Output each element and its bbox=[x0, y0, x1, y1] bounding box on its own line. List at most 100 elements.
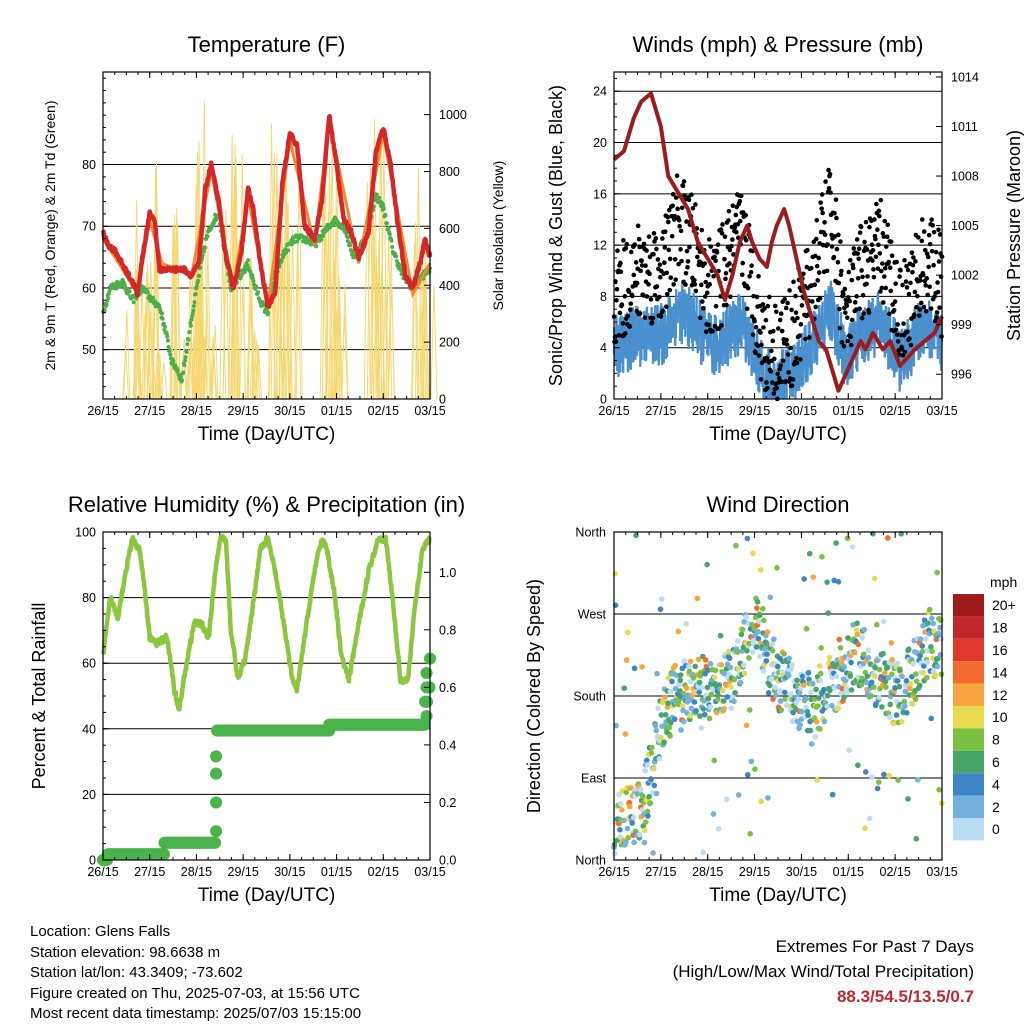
gust-point bbox=[626, 314, 631, 319]
direction-point bbox=[747, 707, 753, 713]
gust-point bbox=[674, 195, 679, 200]
gust-point bbox=[764, 318, 769, 323]
gust-point bbox=[825, 269, 830, 274]
dewpoint-point bbox=[190, 318, 194, 322]
x-tick-label: 02/15 bbox=[368, 404, 399, 418]
direction-point bbox=[919, 643, 925, 649]
precip-point bbox=[421, 667, 433, 679]
gust-point bbox=[727, 261, 732, 266]
direction-point bbox=[650, 850, 656, 856]
direction-point bbox=[871, 684, 877, 690]
y-tick-label: 8 bbox=[600, 290, 607, 304]
gust-point bbox=[767, 295, 772, 300]
gust-point bbox=[665, 292, 670, 297]
direction-point bbox=[707, 716, 713, 722]
gust-point bbox=[691, 206, 696, 211]
direction-point bbox=[693, 708, 699, 714]
gust-point bbox=[618, 311, 623, 316]
direction-point bbox=[631, 815, 637, 821]
direction-point bbox=[653, 728, 659, 734]
direction-point bbox=[936, 787, 942, 793]
gust-point bbox=[842, 344, 847, 349]
gust-point bbox=[893, 299, 898, 304]
gust-point bbox=[883, 266, 888, 271]
direction-point bbox=[684, 686, 690, 692]
dewpoint-point bbox=[256, 290, 260, 294]
direction-point bbox=[894, 712, 900, 718]
direction-point bbox=[885, 535, 891, 541]
direction-point bbox=[766, 690, 772, 696]
gust-point bbox=[865, 274, 870, 279]
direction-point bbox=[688, 659, 694, 665]
y-tick-label: East bbox=[581, 772, 607, 786]
y-tick-label: 24 bbox=[593, 85, 607, 99]
gust-point bbox=[618, 261, 623, 266]
gust-point bbox=[706, 273, 711, 278]
direction-point bbox=[750, 649, 756, 655]
direction-point bbox=[804, 626, 810, 632]
gust-point bbox=[793, 294, 798, 299]
precip-series bbox=[97, 653, 436, 866]
gust-point bbox=[913, 259, 918, 264]
direction-point bbox=[808, 728, 814, 734]
gust-point bbox=[888, 289, 893, 294]
gust-point bbox=[860, 275, 865, 280]
gust-point bbox=[775, 372, 780, 377]
precip-point bbox=[210, 768, 222, 780]
legend-label: 12 bbox=[992, 687, 1008, 703]
direction-point bbox=[740, 627, 746, 633]
gust-point bbox=[765, 386, 770, 391]
direction-point bbox=[745, 536, 751, 542]
x-tick-label: 29/15 bbox=[739, 865, 770, 879]
gust-point bbox=[828, 190, 833, 195]
direction-point bbox=[854, 620, 860, 626]
direction-point bbox=[813, 687, 819, 693]
direction-point bbox=[818, 671, 824, 677]
gust-point bbox=[785, 342, 790, 347]
direction-point bbox=[821, 687, 827, 693]
direction-point bbox=[796, 696, 802, 702]
direction-point bbox=[918, 636, 924, 642]
gust-point bbox=[915, 294, 920, 299]
solar-spike bbox=[124, 310, 130, 399]
direction-point bbox=[932, 672, 938, 678]
gust-point bbox=[921, 273, 926, 278]
direction-point bbox=[794, 677, 800, 683]
gust-point bbox=[740, 272, 745, 277]
gust-point bbox=[880, 261, 885, 266]
gust-point bbox=[724, 271, 729, 276]
gust-point bbox=[936, 227, 941, 232]
gust-point bbox=[714, 304, 719, 309]
x-tick-label: 27/15 bbox=[134, 865, 165, 879]
gust-point bbox=[614, 298, 619, 303]
gust-point bbox=[930, 249, 935, 254]
dewpoint-point bbox=[286, 248, 290, 252]
direction-point bbox=[869, 774, 875, 780]
direction-point bbox=[910, 701, 916, 707]
direction-point bbox=[897, 668, 903, 674]
direction-point bbox=[711, 758, 717, 764]
direction-point bbox=[874, 622, 880, 628]
direction-point bbox=[806, 670, 812, 676]
gust-point bbox=[749, 263, 754, 268]
x-axis-label: Time (Day/UTC) bbox=[709, 424, 847, 445]
direction-point bbox=[642, 840, 648, 846]
dewpoint-point bbox=[385, 221, 389, 225]
gust-point bbox=[706, 323, 711, 328]
gust-point bbox=[761, 302, 766, 307]
direction-point bbox=[827, 655, 833, 661]
gust-point bbox=[872, 275, 877, 280]
direction-point bbox=[935, 664, 941, 670]
gust-point bbox=[857, 306, 862, 311]
gust-point bbox=[814, 218, 819, 223]
gust-point bbox=[728, 294, 733, 299]
gust-point bbox=[906, 268, 911, 273]
direction-point bbox=[709, 692, 715, 698]
gust-point bbox=[875, 227, 880, 232]
gust-point bbox=[795, 316, 800, 321]
direction-point bbox=[773, 692, 779, 698]
gust-point bbox=[703, 280, 708, 285]
direction-point bbox=[788, 691, 794, 697]
dewpoint-point bbox=[128, 289, 132, 293]
direction-point bbox=[743, 614, 749, 620]
